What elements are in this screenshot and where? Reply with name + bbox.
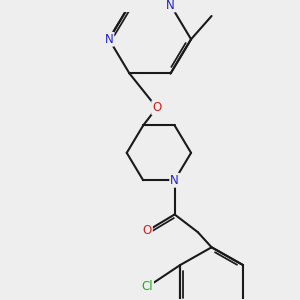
Text: N: N bbox=[105, 33, 113, 46]
Text: N: N bbox=[166, 0, 175, 11]
Text: N: N bbox=[170, 174, 179, 187]
Text: Cl: Cl bbox=[142, 280, 153, 293]
Text: O: O bbox=[152, 101, 161, 114]
Text: O: O bbox=[142, 224, 152, 237]
